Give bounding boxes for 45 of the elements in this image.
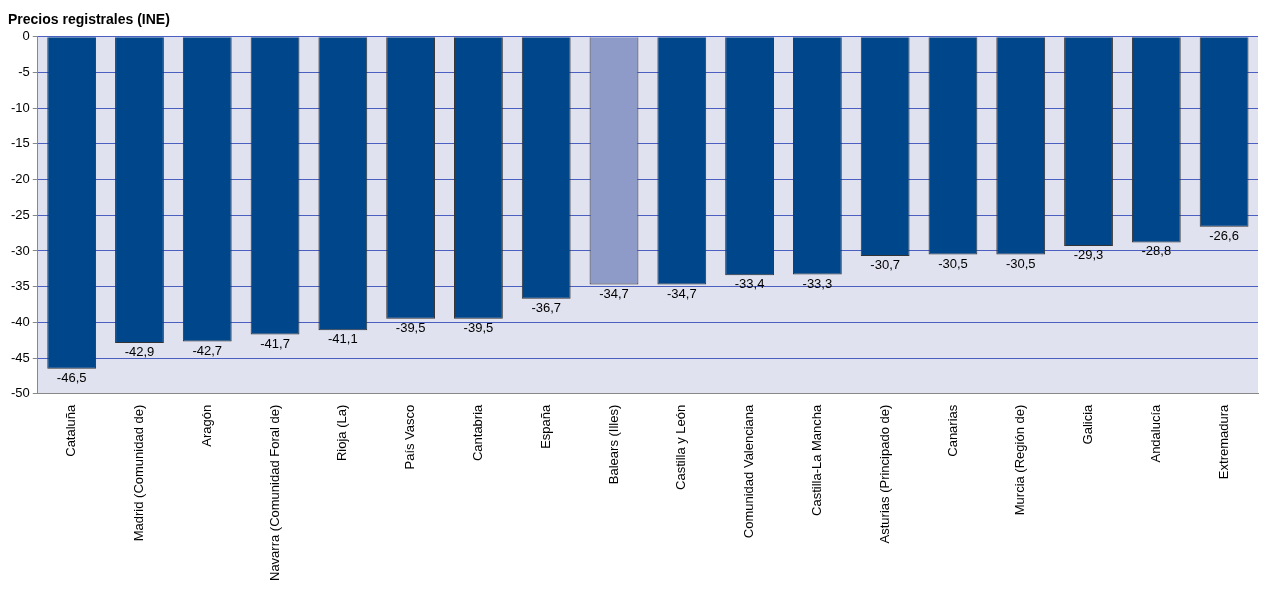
x-tick-label: Andalucía bbox=[1147, 403, 1163, 463]
y-tick-label: -25 bbox=[10, 206, 30, 222]
x-tick-label: Asturias (Principado de) bbox=[876, 404, 892, 544]
y-tick-label: -15 bbox=[10, 135, 30, 151]
x-tick-label: Aragón bbox=[198, 404, 214, 447]
x-tick-label: Galicia bbox=[1080, 403, 1096, 445]
data-label: -30,5 bbox=[938, 255, 968, 271]
y-tick-label: -5 bbox=[18, 64, 30, 80]
y-tick-label: -30 bbox=[10, 242, 30, 258]
x-tick-label: Extremadura bbox=[1215, 403, 1231, 480]
x-tick-label: Balears (Illes) bbox=[605, 404, 621, 485]
x-tick-label: Comunidad Valenciana bbox=[741, 403, 757, 539]
x-tick-label: Cataluña bbox=[63, 403, 79, 457]
data-label: -36,7 bbox=[531, 299, 562, 315]
y-tick-label: -45 bbox=[10, 349, 30, 365]
data-label: -41,7 bbox=[260, 335, 290, 351]
data-label: -41,1 bbox=[328, 331, 358, 347]
data-label: -29,3 bbox=[1073, 247, 1104, 263]
data-label: -30,7 bbox=[870, 257, 900, 273]
x-tick-label: Murcia (Región de) bbox=[1012, 404, 1028, 516]
x-tick-label: Castilla y León bbox=[673, 404, 689, 490]
y-tick-label: 0 bbox=[22, 28, 30, 44]
y-tick-label: -10 bbox=[10, 99, 30, 115]
data-label: -46,5 bbox=[56, 369, 87, 385]
y-tick-label: -40 bbox=[10, 313, 30, 329]
x-tick-label: Madrid (Comunidad de) bbox=[131, 404, 147, 542]
data-label: -39,5 bbox=[395, 319, 426, 335]
data-label: -42,7 bbox=[192, 342, 223, 358]
chart-title: Precios registrales (INE) bbox=[8, 11, 170, 28]
data-label: -34,7 bbox=[666, 285, 697, 301]
data-label: -30,5 bbox=[1005, 255, 1036, 271]
data-label: -42,9 bbox=[124, 344, 155, 360]
data-label: -34,7 bbox=[599, 285, 629, 301]
x-tick-label: Rioja (La) bbox=[334, 404, 350, 462]
data-label: -39,5 bbox=[463, 319, 494, 335]
y-tick-label: -20 bbox=[10, 171, 30, 187]
y-tick-label: -50 bbox=[10, 385, 30, 401]
data-label: -26,6 bbox=[1209, 227, 1239, 243]
x-tick-label: Canarias bbox=[944, 404, 960, 457]
x-tick-label: Castilla-La Mancha bbox=[808, 403, 824, 516]
x-tick-label: País Vasco bbox=[402, 404, 418, 470]
x-tick-label: España bbox=[537, 403, 553, 449]
x-tick-label: Navarra (Comunidad Foral de) bbox=[266, 404, 282, 581]
x-tick-label: Cantabria bbox=[470, 403, 485, 462]
y-tick-label: -35 bbox=[10, 278, 30, 294]
